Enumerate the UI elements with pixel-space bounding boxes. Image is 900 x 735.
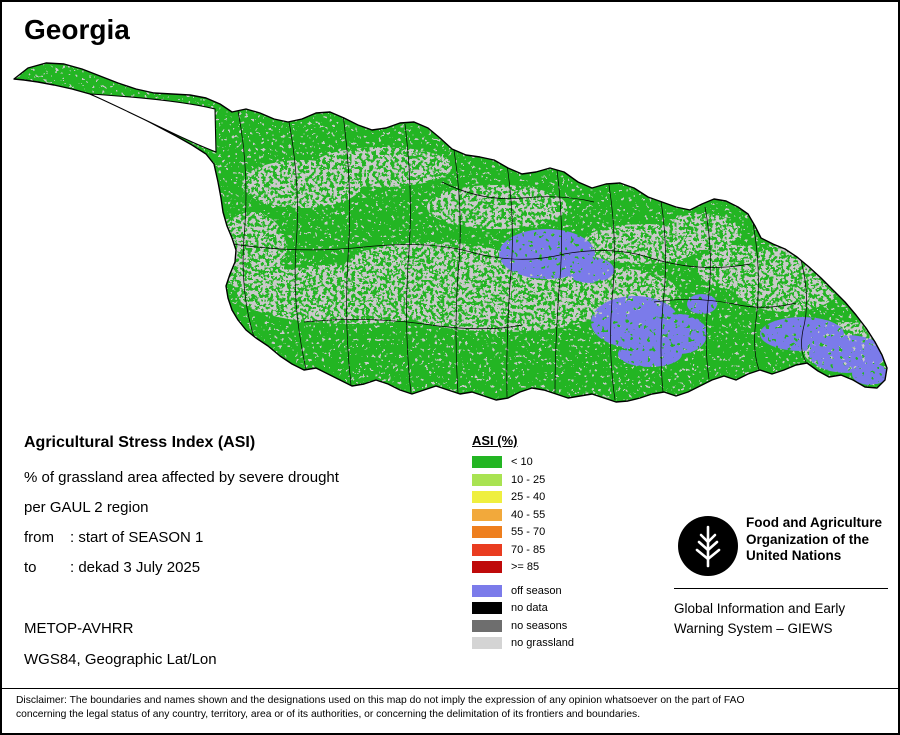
- legend-row: 40 - 55: [472, 508, 642, 522]
- legend-label: < 10: [511, 456, 533, 469]
- fao-name-line: Food and Agriculture: [746, 515, 882, 530]
- legend-row: 70 - 85: [472, 543, 642, 557]
- legend-label: 40 - 55: [511, 508, 546, 521]
- disclaimer-line: Disclaimer: The boundaries and names sho…: [16, 695, 745, 706]
- legend-label: no seasons: [511, 619, 568, 632]
- legend-extra-list: off season no data no seasons no grassland: [472, 584, 642, 650]
- period-from: from : start of SEASON 1: [24, 529, 203, 546]
- legend-swatch: [472, 508, 502, 521]
- giews-text: Global Information and Early Warning Sys…: [674, 599, 845, 638]
- legend-row: 10 - 25: [472, 473, 642, 487]
- legend-title: ASI (%): [472, 433, 518, 448]
- legend-label: 25 - 40: [511, 491, 546, 504]
- fao-name-line: Organization of the: [746, 531, 869, 547]
- legend-label: >= 85: [511, 561, 540, 574]
- fao-divider: [674, 588, 888, 589]
- giews-line: Warning System – GIEWS: [674, 620, 833, 636]
- legend-class-list: < 10 10 - 25 25 - 40 40 - 55 55 - 70 70 - 85 >…: [472, 456, 642, 574]
- period-to: to : dekad 3 July 2025: [24, 559, 200, 576]
- giews-line: Global Information and Early: [674, 601, 846, 616]
- period-from-label: from: [24, 529, 54, 546]
- legend-label: no grassland: [511, 637, 574, 650]
- sensor-name: METOP-AVHRR: [24, 620, 134, 637]
- fao-block: Food and Agriculture Organization of the…: [674, 510, 890, 640]
- legend-swatch: [472, 526, 502, 539]
- legend-swatch: [472, 456, 502, 469]
- legend-swatch: [472, 602, 502, 615]
- legend-row: no data: [472, 602, 642, 615]
- fao-name-line: United Nations: [746, 548, 842, 564]
- legend-swatch: [472, 561, 502, 574]
- period-from-value: : start of SEASON 1: [70, 529, 204, 546]
- legend-row: >= 85: [472, 561, 642, 574]
- wheat-ear-icon: [695, 525, 721, 568]
- legend-row: < 10: [472, 456, 642, 469]
- fao-logo: [678, 516, 738, 576]
- gaul2-region-boundaries: [231, 110, 807, 401]
- legend-label: no data: [511, 602, 548, 615]
- legend-label: 55 - 70: [511, 526, 546, 539]
- legend-row: off season: [472, 584, 642, 598]
- legend-swatch: [472, 491, 502, 504]
- legend-label: off season: [511, 584, 562, 597]
- legend-row: no seasons: [472, 619, 642, 633]
- disclaimer: Disclaimer: The boundaries and names sho…: [2, 688, 898, 723]
- off-season-areas: [499, 229, 887, 385]
- asi-description-line1: % of grassland area affected by severe d…: [24, 469, 339, 486]
- period-to-label: to: [24, 559, 37, 576]
- period-to-value: : dekad 3 July 2025: [70, 559, 201, 576]
- asi-heading: Agricultural Stress Index (ASI): [24, 434, 256, 451]
- georgia-map: [13, 62, 888, 403]
- asi-description-line2: per GAUL 2 region: [24, 499, 149, 516]
- projection-info: WGS84, Geographic Lat/Lon: [24, 651, 217, 668]
- legend-row: 55 - 70: [472, 526, 642, 539]
- legend-swatch: [472, 543, 502, 556]
- legend-swatch: [472, 584, 502, 597]
- legend-swatch: [472, 637, 502, 650]
- legend-row: 25 - 40: [472, 491, 642, 504]
- legend-swatch: [472, 473, 502, 486]
- asi-legend: ASI (%) < 10 10 - 25 25 - 40 40 - 55 55 - 70…: [472, 433, 642, 655]
- disclaimer-line: concerning the legal status of any count…: [16, 709, 641, 721]
- fao-name: Food and Agriculture Organization of the…: [746, 515, 882, 565]
- black-sea-inlet: [89, 93, 217, 153]
- legend-row: no grassland: [472, 637, 642, 650]
- page-title: Georgia: [24, 14, 130, 45]
- legend-swatch: [472, 619, 502, 632]
- legend-label: 70 - 85: [511, 543, 546, 556]
- legend-label: 10 - 25: [511, 473, 546, 486]
